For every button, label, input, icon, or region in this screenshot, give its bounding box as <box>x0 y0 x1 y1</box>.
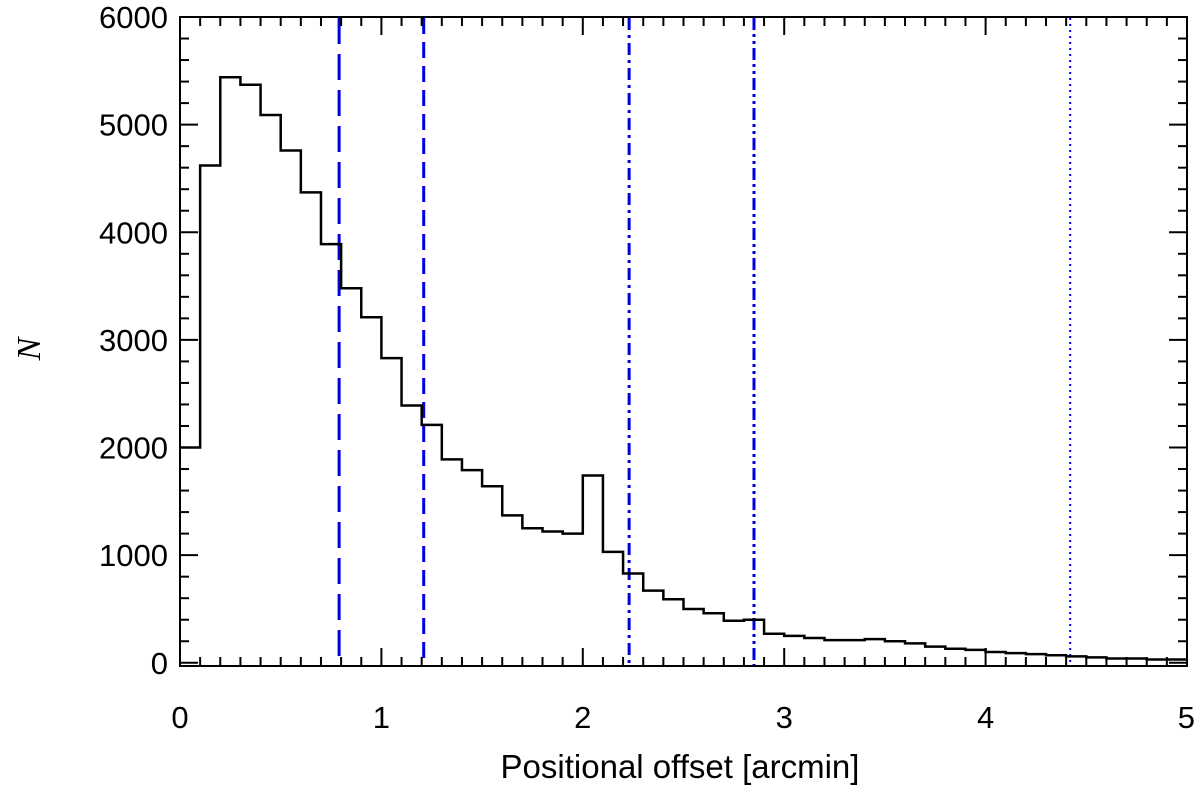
x-axis-title: Positional offset [arcmin] <box>501 748 860 785</box>
y-tick-label: 5000 <box>99 108 168 143</box>
y-tick-label: 6000 <box>99 0 168 35</box>
x-tick-label: 1 <box>373 700 390 735</box>
plot-frame <box>179 16 1188 667</box>
x-tick-label: 2 <box>574 700 591 735</box>
x-tick-label: 0 <box>171 700 188 735</box>
y-tick-label: 3000 <box>99 323 168 358</box>
axis-ticks <box>179 16 1188 666</box>
histogram <box>180 76 1187 661</box>
x-tick-label: 3 <box>776 700 793 735</box>
y-tick-label: 4000 <box>99 215 168 250</box>
histogram-line <box>180 76 1187 661</box>
y-tick-label: 1000 <box>99 538 168 573</box>
y-tick-label: 0 <box>151 646 168 681</box>
tick-labels: 0 1 2 3 4 5 0 1000 2000 3000 4000 5000 6000 <box>99 0 1195 735</box>
x-tick-label: 5 <box>1178 700 1195 735</box>
y-tick-label: 2000 <box>99 431 168 466</box>
x-tick-label: 4 <box>977 700 994 735</box>
reference-lines <box>337 18 1072 665</box>
y-axis-title: N <box>11 335 48 361</box>
